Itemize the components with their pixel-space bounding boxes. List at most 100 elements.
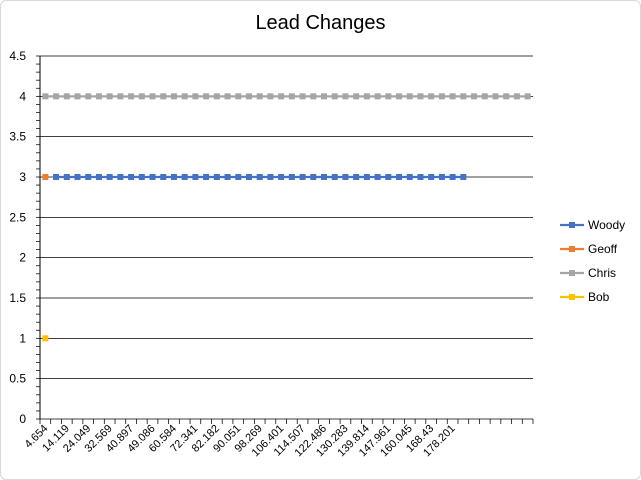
data-point xyxy=(181,93,188,100)
data-point xyxy=(385,174,392,180)
series-geoff xyxy=(42,174,49,180)
data-point xyxy=(267,174,274,180)
data-point xyxy=(128,174,135,180)
data-point xyxy=(170,174,177,180)
data-point xyxy=(170,93,177,100)
data-point xyxy=(299,93,306,100)
legend-swatch-marker xyxy=(569,270,575,276)
data-point xyxy=(449,174,456,180)
legend-label: Geoff xyxy=(588,242,618,256)
data-point xyxy=(213,93,220,100)
data-point xyxy=(310,174,317,180)
series-bob xyxy=(42,335,49,342)
data-point xyxy=(106,174,113,180)
data-point xyxy=(353,93,360,100)
data-point xyxy=(460,174,467,180)
data-point xyxy=(524,93,531,100)
data-point xyxy=(492,93,499,100)
data-point xyxy=(203,174,210,180)
data-point xyxy=(428,174,435,180)
data-point xyxy=(438,174,445,180)
data-point xyxy=(245,93,252,100)
data-point xyxy=(310,93,317,100)
plot-series xyxy=(42,93,531,342)
data-point xyxy=(278,93,285,100)
data-point xyxy=(396,174,403,180)
data-point xyxy=(138,93,145,100)
data-point xyxy=(278,174,285,180)
data-point xyxy=(160,174,167,180)
data-point xyxy=(342,174,349,180)
data-point xyxy=(224,93,231,100)
legend: Woody Geoff Chris Bob xyxy=(560,218,625,304)
data-point xyxy=(192,93,199,100)
data-point xyxy=(321,93,328,100)
data-point xyxy=(299,174,306,180)
chart-title: Lead Changes xyxy=(255,12,386,34)
data-point xyxy=(256,174,263,180)
data-point xyxy=(192,174,199,180)
data-point xyxy=(128,93,135,100)
legend-label: Bob xyxy=(588,290,610,304)
data-point xyxy=(181,174,188,180)
data-point xyxy=(235,93,242,100)
data-point xyxy=(374,93,381,100)
data-point xyxy=(106,93,113,100)
y-tick-label: 4 xyxy=(19,89,26,103)
legend-label: Chris xyxy=(588,266,616,280)
data-point xyxy=(513,93,520,100)
data-point xyxy=(385,93,392,100)
data-point xyxy=(417,174,424,180)
data-point xyxy=(149,174,156,180)
data-point xyxy=(63,93,70,100)
data-point xyxy=(481,93,488,100)
data-point xyxy=(288,93,295,100)
data-point xyxy=(74,174,81,180)
data-point xyxy=(63,174,70,180)
series-woody xyxy=(53,174,467,180)
legend-swatch-marker xyxy=(569,294,575,300)
data-point xyxy=(85,174,92,180)
data-point xyxy=(503,93,510,100)
x-axis: 4.65414.11924.04932.56940.89749.08660.58… xyxy=(23,419,534,459)
data-point xyxy=(331,174,338,180)
data-point xyxy=(460,93,467,100)
y-tick-label: 3 xyxy=(19,170,26,184)
y-tick-label: 0.5 xyxy=(9,372,26,386)
data-point xyxy=(353,174,360,180)
y-tick-label: 1 xyxy=(19,331,26,345)
data-point xyxy=(428,93,435,100)
data-point xyxy=(42,335,49,342)
data-point xyxy=(149,93,156,100)
data-point xyxy=(374,174,381,180)
data-point xyxy=(213,174,220,180)
data-point xyxy=(267,93,274,100)
data-point xyxy=(438,93,445,100)
data-point xyxy=(396,93,403,100)
legend-swatch-marker xyxy=(569,246,575,252)
data-point xyxy=(42,174,49,180)
data-point xyxy=(406,93,413,100)
data-point xyxy=(117,174,124,180)
data-point xyxy=(117,93,124,100)
y-tick-label: 0 xyxy=(19,412,26,426)
legend-label: Woody xyxy=(588,218,625,232)
data-point xyxy=(331,93,338,100)
data-point xyxy=(235,174,242,180)
legend-item-chris: Chris xyxy=(560,266,616,280)
data-point xyxy=(321,174,328,180)
data-point xyxy=(85,93,92,100)
data-point xyxy=(74,93,81,100)
y-tick-label: 4.5 xyxy=(9,49,26,63)
data-point xyxy=(288,174,295,180)
data-point xyxy=(342,93,349,100)
legend-swatch-marker xyxy=(569,222,575,228)
data-point xyxy=(42,93,49,100)
data-point xyxy=(406,174,413,180)
y-tick-label: 2.5 xyxy=(9,210,26,224)
data-point xyxy=(53,174,60,180)
y-tick-label: 3.5 xyxy=(9,130,26,144)
data-point xyxy=(417,93,424,100)
